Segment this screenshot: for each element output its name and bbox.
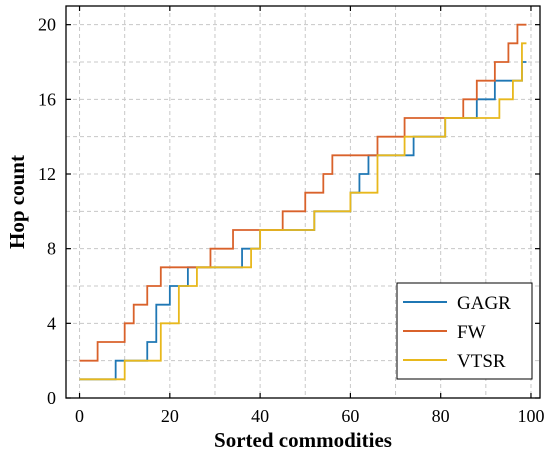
- y-tick-label: 12: [38, 164, 56, 184]
- x-tick-label: 0: [75, 406, 84, 426]
- y-tick-label: 4: [47, 313, 56, 333]
- y-tick-label: 20: [38, 15, 56, 35]
- legend: GAGR FW VTSR: [396, 282, 533, 380]
- x-axis-title: Sorted commodities: [214, 428, 392, 452]
- x-tick-label: 60: [341, 406, 359, 426]
- legend-label-vtsr: VTSR: [457, 351, 506, 372]
- series-line-vtsr: [79, 42, 527, 381]
- legend-label-fw: FW: [457, 322, 486, 343]
- y-tick-label: 0: [47, 388, 56, 408]
- y-axis-title: Hop count: [5, 155, 29, 249]
- series-layer: [79, 23, 527, 381]
- x-tick-label: 80: [432, 406, 450, 426]
- axis-ticks: 0 20 40 60 80 100 0 4 8 12 16 20: [38, 6, 544, 426]
- series-line-fw: [79, 23, 527, 362]
- x-tick-label: 40: [251, 406, 269, 426]
- y-tick-label: 16: [38, 89, 56, 109]
- plot-frame: [65, 5, 541, 399]
- x-tick-label: 20: [161, 406, 179, 426]
- legend-label-gagr: GAGR: [457, 293, 511, 314]
- y-tick-label: 8: [47, 239, 56, 259]
- x-tick-label: 100: [517, 406, 544, 426]
